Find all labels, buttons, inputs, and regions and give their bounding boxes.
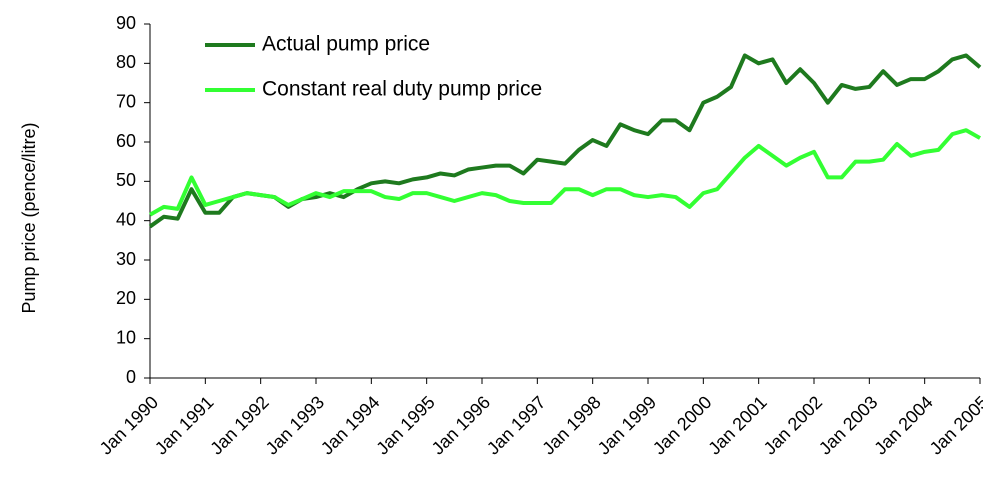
series-line	[149, 128, 981, 217]
y-tick-label: 60	[116, 131, 136, 151]
x-tick-label: Jan 1992	[206, 392, 273, 459]
x-tick-label: Jan 1994	[317, 392, 384, 459]
x-tick-label: Jan 1991	[151, 392, 218, 459]
x-tick-label: Jan 2000	[649, 392, 716, 459]
x-tick-label: Jan 1993	[262, 392, 329, 459]
x-tick-label: Jan 2002	[760, 392, 827, 459]
x-tick-label: Jan 1998	[538, 392, 605, 459]
y-tick-label: 30	[116, 249, 136, 269]
x-tick-label: Jan 2004	[870, 392, 937, 459]
y-tick-label: 50	[116, 170, 136, 190]
y-tick-label: 10	[116, 327, 136, 347]
x-tick-label: Jan 2001	[704, 392, 771, 459]
y-tick-label: 20	[116, 288, 136, 308]
x-tick-label: Jan 1995	[372, 392, 439, 459]
y-tick-label: 0	[126, 367, 136, 387]
legend-label: Actual pump price	[262, 33, 430, 56]
y-tick-label: 80	[116, 52, 136, 72]
x-tick-label: Jan 1997	[483, 392, 550, 459]
x-tick-label: Jan 1990	[96, 392, 163, 459]
y-tick-label: 40	[116, 209, 136, 229]
y-tick-label: 70	[116, 91, 136, 111]
legend-label: Constant real duty pump price	[262, 78, 542, 101]
x-tick-label: Jan 1999	[594, 392, 661, 459]
y-axis-label: Pump price (pence/litre)	[19, 122, 39, 313]
x-tick-label: Jan 2005	[926, 392, 983, 459]
y-tick-label: 90	[116, 13, 136, 33]
x-tick-label: Jan 2003	[815, 392, 882, 459]
x-tick-label: Jan 1996	[428, 392, 495, 459]
